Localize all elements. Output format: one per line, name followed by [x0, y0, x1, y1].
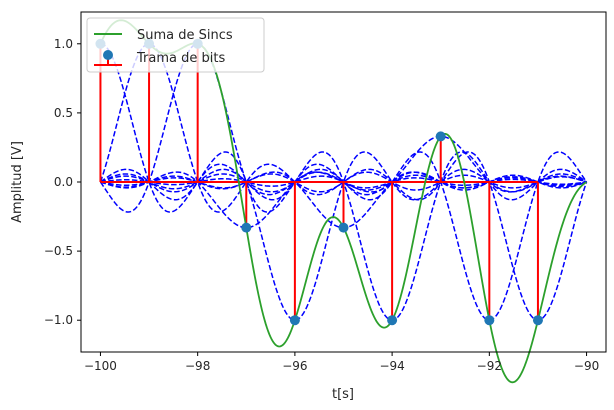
x-axis-label: t[s] — [332, 387, 354, 402]
bit-marker — [289, 315, 300, 326]
bit-marker — [532, 315, 543, 326]
bit-marker — [387, 315, 398, 326]
legend-box — [86, 17, 265, 73]
bit-stems — [99, 43, 539, 321]
bit-marker — [484, 315, 495, 326]
y-tick-label: 0.5 — [54, 106, 73, 120]
y-tick-label: 0.0 — [54, 175, 73, 189]
legend-label-bits: Trama de bits — [136, 51, 225, 66]
y-tick-label: 1.0 — [54, 37, 73, 51]
bit-marker — [241, 222, 252, 233]
sinc-component-line — [99, 43, 587, 213]
x-tick-label: −96 — [282, 359, 307, 373]
legend: Suma de Sincs Trama de bits — [86, 17, 265, 73]
bit-marker — [435, 131, 446, 142]
y-axis-ticks: −1.0 −0.5 0.0 0.5 1.0 — [44, 37, 81, 327]
legend-label-sum: Suma de Sincs — [137, 28, 233, 43]
legend-swatch-marker — [103, 50, 113, 60]
x-tick-label: −98 — [185, 359, 210, 373]
y-axis-label: Amplitud [V] — [10, 141, 25, 223]
x-tick-label: −92 — [477, 359, 502, 373]
y-tick-label: −1.0 — [44, 313, 73, 327]
y-tick-label: −0.5 — [44, 244, 73, 258]
x-tick-label: −100 — [84, 359, 117, 373]
x-tick-label: −94 — [379, 359, 404, 373]
x-tick-label: −90 — [574, 359, 599, 373]
x-axis-ticks: −100 −98 −96 −94 −92 −90 — [84, 352, 599, 373]
bit-marker — [338, 222, 349, 233]
